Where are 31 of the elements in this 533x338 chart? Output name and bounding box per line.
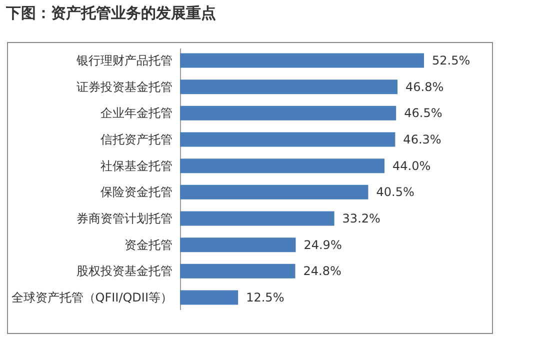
y-tick-label: 全球资产托管（QFII/QDII等） xyxy=(11,290,172,304)
data-label: 33.2% xyxy=(342,211,380,226)
y-tick-label: 股权投资基金托管 xyxy=(76,264,172,278)
bar xyxy=(180,184,368,200)
y-tick-label: 保险资金托管 xyxy=(100,185,172,200)
bar xyxy=(180,158,384,174)
data-label: 46.8% xyxy=(406,80,444,94)
data-label: 52.5% xyxy=(432,54,470,68)
chart-title: 下图：资产托管业务的发展重点 xyxy=(6,4,216,23)
data-label: 40.5% xyxy=(376,185,414,200)
data-label: 46.3% xyxy=(403,132,442,147)
bar xyxy=(180,264,296,278)
data-label: 24.9% xyxy=(304,238,342,252)
data-label: 12.5% xyxy=(246,290,284,304)
y-tick-label: 社保基金托管 xyxy=(100,158,172,173)
bar xyxy=(180,290,238,305)
y-tick-label: 证券投资基金托管 xyxy=(76,80,172,94)
bar xyxy=(180,211,334,226)
bar xyxy=(180,106,396,120)
bar xyxy=(180,132,396,147)
data-label: 24.8% xyxy=(303,264,342,278)
bar xyxy=(180,80,398,94)
y-tick-label: 银行理财产品托管 xyxy=(76,54,172,68)
data-label: 44.0% xyxy=(392,158,431,173)
y-tick-label: 资金托管 xyxy=(124,238,172,252)
y-tick-label: 券商资管计划托管 xyxy=(76,211,172,226)
bar xyxy=(180,238,296,252)
y-tick-label: 信托资产托管 xyxy=(100,132,172,147)
data-label: 46.5% xyxy=(404,106,442,120)
bar xyxy=(180,53,424,68)
y-tick-label: 企业年金托管 xyxy=(100,106,172,120)
